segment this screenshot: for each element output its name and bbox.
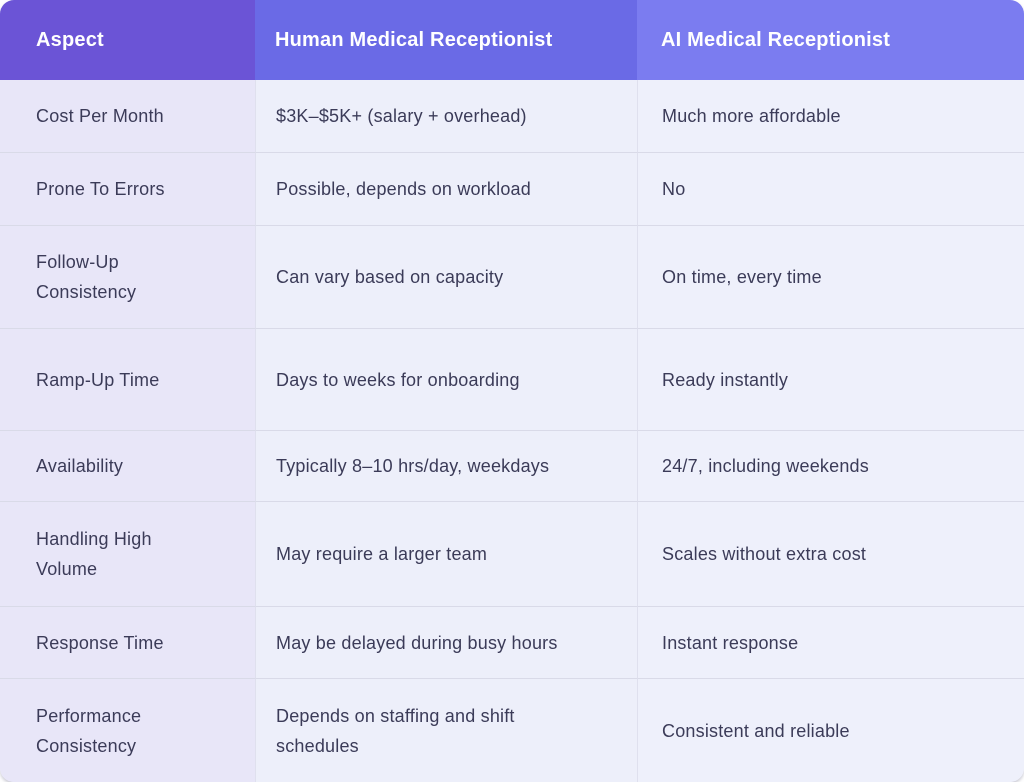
table-row-cost-per-month: Cost Per Month $3K–$5K+ (salary + overhe… [0, 80, 1024, 152]
table-header-row: Aspect Human Medical Receptionist AI Med… [0, 0, 1024, 80]
ai-value-cell: Instant response [637, 606, 1024, 678]
ai-value-cell: 24/7, including weekends [637, 430, 1024, 501]
human-value-cell: Can vary based on capacity [255, 225, 637, 328]
header-cell-ai-receptionist: AI Medical Receptionist [637, 0, 1024, 80]
aspect-cell: Handling High Volume [0, 501, 255, 606]
aspect-cell: Availability [0, 430, 255, 501]
table-row-ramp-up-time: Ramp-Up Time Days to weeks for onboardin… [0, 328, 1024, 430]
aspect-cell: Ramp-Up Time [0, 328, 255, 430]
ai-value-cell: Much more affordable [637, 80, 1024, 152]
ai-value-cell: Scales without extra cost [637, 501, 1024, 606]
table-row-follow-up-consistency: Follow-Up Consistency Can vary based on … [0, 225, 1024, 328]
table-row-availability: Availability Typically 8–10 hrs/day, wee… [0, 430, 1024, 501]
header-cell-human-receptionist: Human Medical Receptionist [255, 0, 637, 80]
header-cell-aspect: Aspect [0, 0, 255, 80]
human-value-cell: Possible, depends on workload [255, 152, 637, 225]
human-value-cell: Days to weeks for onboarding [255, 328, 637, 430]
ai-value-cell: On time, every time [637, 225, 1024, 328]
aspect-cell: Cost Per Month [0, 80, 255, 152]
table-row-prone-to-errors: Prone To Errors Possible, depends on wor… [0, 152, 1024, 225]
human-value-cell: Depends on staffing and shift schedules [255, 678, 637, 782]
human-value-cell: Typically 8–10 hrs/day, weekdays [255, 430, 637, 501]
human-value-cell: May require a larger team [255, 501, 637, 606]
aspect-cell: Response Time [0, 606, 255, 678]
aspect-cell: Follow-Up Consistency [0, 225, 255, 328]
aspect-cell: Performance Consistency [0, 678, 255, 782]
ai-value-cell: Consistent and reliable [637, 678, 1024, 782]
human-value-cell: May be delayed during busy hours [255, 606, 637, 678]
aspect-cell: Prone To Errors [0, 152, 255, 225]
table-row-handling-high-volume: Handling High Volume May require a large… [0, 501, 1024, 606]
table-row-response-time: Response Time May be delayed during busy… [0, 606, 1024, 678]
human-value-cell: $3K–$5K+ (salary + overhead) [255, 80, 637, 152]
ai-value-cell: No [637, 152, 1024, 225]
ai-value-cell: Ready instantly [637, 328, 1024, 430]
table-row-performance-consistency: Performance Consistency Depends on staff… [0, 678, 1024, 782]
